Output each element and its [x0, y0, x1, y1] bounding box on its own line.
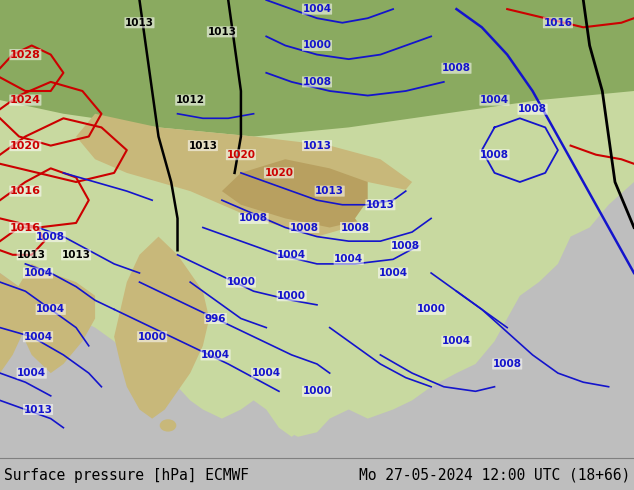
Text: 1004: 1004	[23, 268, 53, 278]
Text: 1024: 1024	[10, 95, 41, 105]
Text: 1004: 1004	[442, 336, 471, 346]
Text: 1008: 1008	[340, 222, 370, 232]
Text: 1008: 1008	[36, 232, 65, 242]
Circle shape	[160, 420, 176, 431]
Text: 1008: 1008	[302, 77, 332, 87]
Text: 1004: 1004	[302, 4, 332, 14]
Text: 1013: 1013	[302, 141, 332, 150]
Polygon shape	[0, 273, 32, 373]
Polygon shape	[273, 296, 349, 437]
Polygon shape	[507, 205, 558, 259]
Text: 1004: 1004	[334, 254, 363, 264]
Text: 1016: 1016	[10, 222, 41, 232]
Polygon shape	[76, 114, 412, 237]
Text: 1004: 1004	[201, 350, 230, 360]
Text: 1013: 1013	[315, 186, 344, 196]
Text: 1004: 1004	[17, 368, 46, 378]
Text: 1000: 1000	[302, 41, 332, 50]
Text: 1012: 1012	[176, 95, 205, 105]
Text: 1013: 1013	[366, 200, 395, 210]
Text: 1008: 1008	[239, 214, 268, 223]
Text: 1008: 1008	[493, 359, 522, 369]
Text: Mo 27-05-2024 12:00 UTC (18+66): Mo 27-05-2024 12:00 UTC (18+66)	[359, 468, 630, 483]
Text: 1000: 1000	[226, 277, 256, 287]
Text: 1013: 1013	[61, 250, 91, 260]
Text: 1000: 1000	[417, 304, 446, 315]
Text: 1008: 1008	[480, 150, 509, 160]
Polygon shape	[355, 182, 520, 296]
Text: 1013: 1013	[23, 405, 53, 415]
Text: 1013: 1013	[207, 27, 236, 37]
Text: 1000: 1000	[138, 332, 167, 342]
Text: 1020: 1020	[10, 141, 41, 150]
Polygon shape	[0, 0, 634, 137]
Polygon shape	[222, 159, 380, 227]
Text: 1013: 1013	[125, 18, 154, 28]
Text: 996: 996	[205, 314, 226, 323]
Text: 1004: 1004	[480, 95, 509, 105]
Text: 1004: 1004	[23, 332, 53, 342]
Text: 1020: 1020	[226, 150, 256, 160]
Text: 1016: 1016	[10, 186, 41, 196]
Text: 1004: 1004	[36, 304, 65, 315]
Polygon shape	[0, 0, 634, 437]
Text: 1013: 1013	[17, 250, 46, 260]
Text: 1028: 1028	[10, 49, 41, 60]
Polygon shape	[431, 318, 469, 364]
Text: 1008: 1008	[518, 104, 547, 114]
Text: 1013: 1013	[188, 141, 217, 150]
Polygon shape	[13, 264, 95, 373]
Polygon shape	[114, 237, 209, 418]
Text: 1004: 1004	[252, 368, 281, 378]
Text: 1008: 1008	[290, 222, 319, 232]
Text: 1000: 1000	[302, 386, 332, 396]
Text: 1004: 1004	[277, 250, 306, 260]
Text: 1004: 1004	[378, 268, 408, 278]
Text: 1008: 1008	[442, 63, 471, 73]
Text: 1020: 1020	[264, 168, 294, 178]
Text: 1008: 1008	[391, 241, 420, 251]
Text: 1016: 1016	[543, 18, 573, 28]
Text: 1000: 1000	[277, 291, 306, 301]
Text: Surface pressure [hPa] ECMWF: Surface pressure [hPa] ECMWF	[4, 468, 249, 483]
